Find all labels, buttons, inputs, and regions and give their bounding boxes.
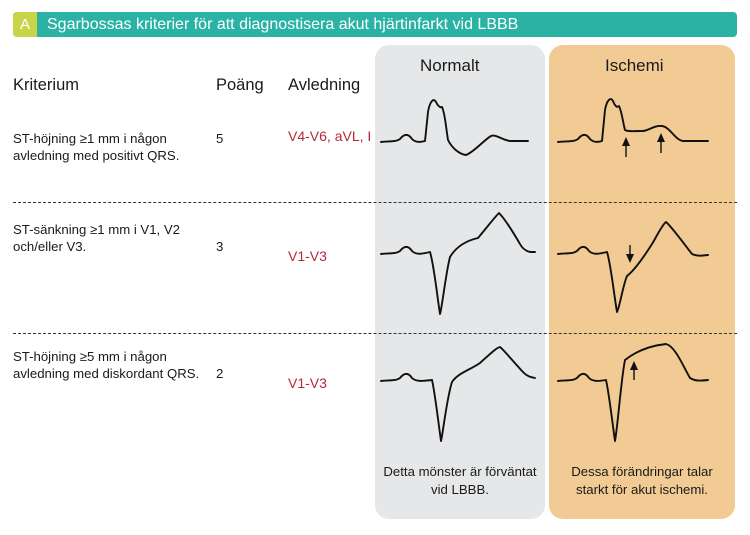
arrow-up-icon	[622, 137, 630, 157]
ischemia-caption: Dessa förändringar talar starkt för akut…	[571, 464, 713, 497]
normal-panel	[375, 45, 545, 519]
criterion-3-text: ST-höjning ≥5 mm i någon avledning med d…	[13, 349, 200, 381]
figure-title: Sgarbossas kriterier för att diagnostise…	[47, 16, 519, 33]
ecg-trace-ischemia-3	[557, 343, 709, 442]
ischemia-panel	[549, 45, 735, 519]
criterion-2-text: ST-sänkning ≥1 mm i V1, V2 och/eller V3.	[13, 222, 181, 254]
ischemia-column-header: Ischemi	[605, 56, 664, 75]
ecg-trace-normal-2	[380, 212, 536, 315]
ecg-trace-normal-1	[380, 99, 529, 156]
criterion-2-leads: V1-V3	[288, 248, 327, 264]
row-divider-1	[13, 202, 737, 203]
header-bar: A Sgarbossas kriterier för att diagnosti…	[13, 12, 737, 37]
criterion-column-header: Kriterium	[13, 76, 80, 94]
ecg-trace-ischemia-2	[557, 221, 709, 313]
criterion-3-points: 2	[216, 366, 224, 381]
normal-caption: Detta mönster är förväntat vid LBBB.	[383, 464, 537, 497]
criterion-1-text: ST-höjning ≥1 mm i någon avledning med p…	[13, 131, 180, 163]
criterion-1-points: 5	[216, 131, 224, 146]
criterion-2-points: 3	[216, 239, 224, 254]
criterion-1-leads: V4-V6, aVL, I	[288, 128, 372, 144]
arrow-up-icon	[630, 361, 638, 380]
arrow-down-icon	[626, 245, 634, 263]
leads-column-header: Avledning	[288, 76, 361, 94]
ecg-trace-ischemia-1	[557, 98, 709, 143]
arrow-up-icon	[657, 133, 665, 153]
ecg-trace-normal-3	[380, 346, 536, 442]
normal-column-header: Normalt	[420, 56, 480, 75]
criterion-3-leads: V1-V3	[288, 375, 327, 391]
points-column-header: Poäng	[216, 76, 264, 94]
panel-badge: A	[13, 12, 37, 37]
row-divider-2	[13, 333, 737, 334]
